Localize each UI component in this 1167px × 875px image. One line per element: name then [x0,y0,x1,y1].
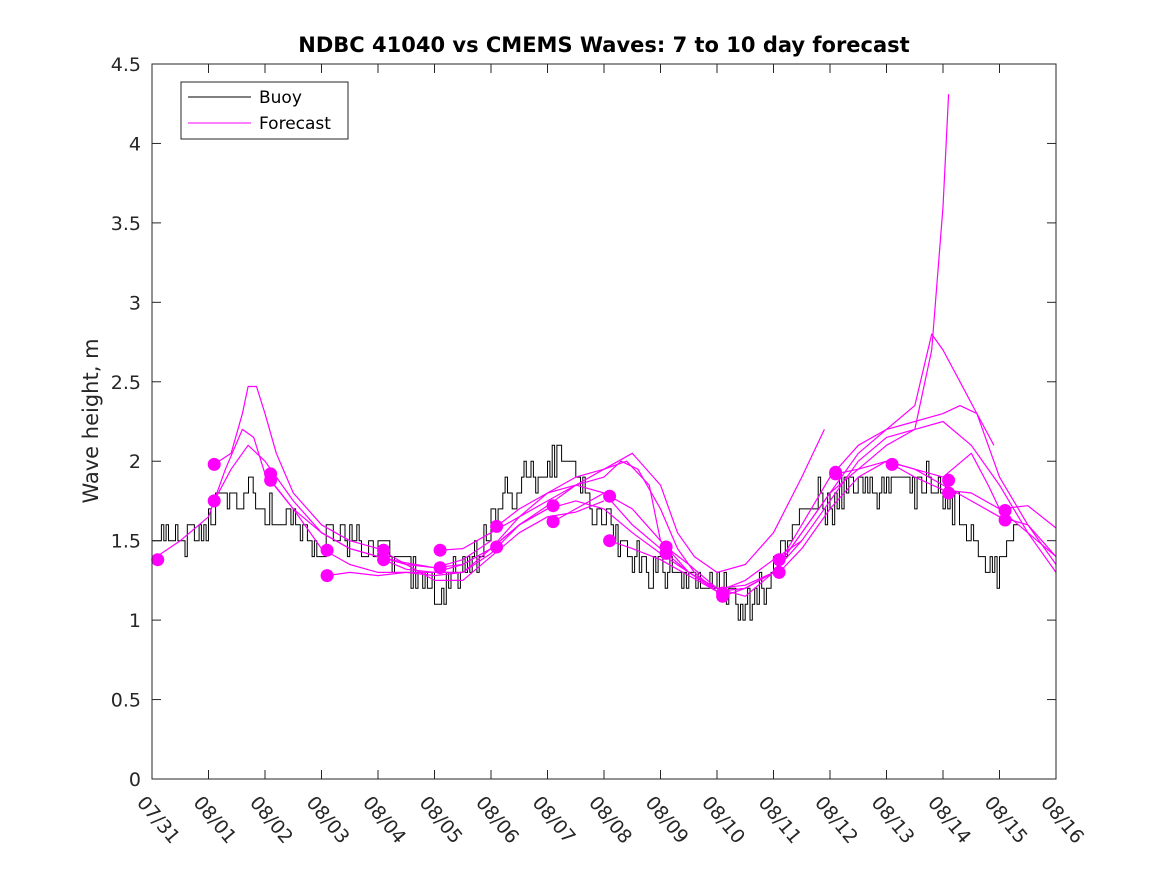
forecast-marker [716,589,730,603]
y-tick-label: 2 [129,451,141,473]
forecast-marker [998,504,1012,517]
forecast-marker [829,467,843,481]
buoy-series-line [152,444,1019,621]
plot-area [152,64,1056,779]
forecast-marker [546,499,560,513]
y-tick-label: 3.5 [111,213,141,235]
forecast-marker [603,489,617,503]
forecast-marker [490,540,504,554]
forecast-marker [603,534,617,548]
forecast-marker [885,457,899,471]
forecast-marker [320,569,334,583]
forecast-marker [659,546,673,560]
forecast-marker [998,513,1012,527]
forecast-marker [772,565,786,579]
y-tick-label: 4 [129,133,141,155]
forecast-series-line-8 [496,429,825,574]
plot-layer [151,94,1057,621]
forecast-marker [377,543,391,557]
forecast-series-line-4 [270,460,662,574]
y-tick-label: 2.5 [111,372,141,394]
y-tick-label: 0 [129,769,141,791]
forecast-marker [772,553,786,567]
y-tick-label: 3 [129,292,141,314]
forecast-marker [546,515,560,529]
forecast-series-line-11 [665,405,1057,597]
y-tick-label: 0.5 [111,690,141,712]
forecast-series-line-10 [609,94,950,593]
forecast-marker [490,519,504,533]
forecast-marker [433,561,447,575]
forecast-marker [207,457,221,471]
y-tick-label: 1.5 [111,531,141,553]
legend-forecast-label: Forecast [259,114,331,134]
forecast-series-line-14 [835,460,1057,565]
forecast-marker [320,543,334,557]
forecast-marker [433,543,447,557]
forecast-series-line-7 [440,460,803,593]
legend: Buoy Forecast [180,81,349,140]
forecast-marker [942,473,956,487]
forecast-marker [264,473,278,487]
legend-buoy-label: Buoy [259,88,302,108]
y-axis-label: Wave height, m [79,338,103,503]
forecast-marker [151,553,165,567]
forecast-series-line-3 [213,385,605,582]
y-tick-label: 4.5 [111,54,141,76]
forecast-marker [377,553,391,567]
forecast-marker [942,486,956,500]
forecast-series-line-15 [891,463,1057,529]
y-tick-label: 1 [129,610,141,632]
legend-box [180,81,349,140]
chart-title: NDBC 41040 vs CMEMS Waves: 7 to 10 day f… [298,33,909,57]
forecast-marker [207,494,221,508]
